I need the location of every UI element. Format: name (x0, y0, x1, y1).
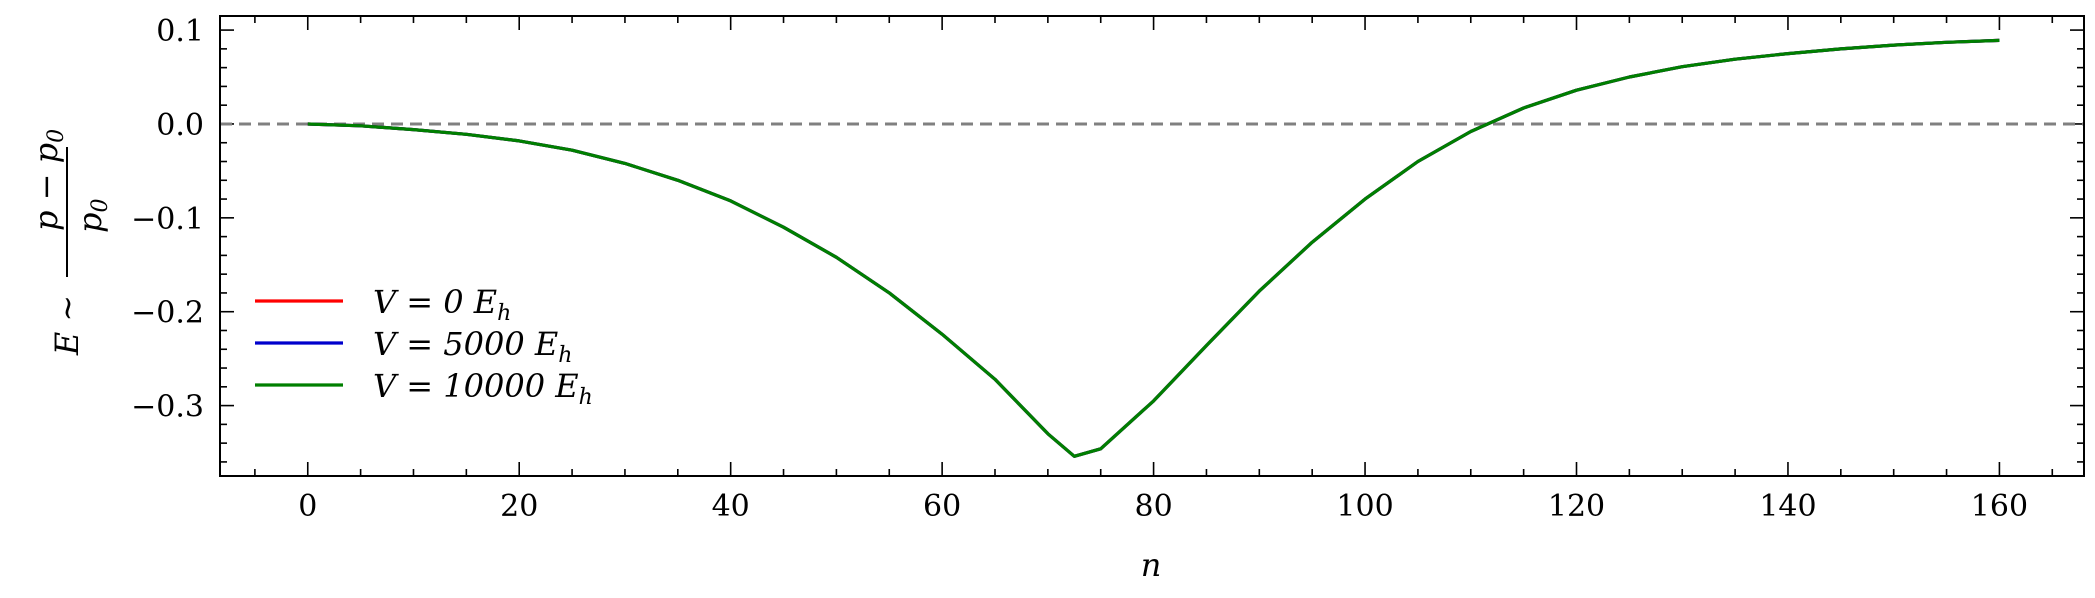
x-tick-label: 60 (923, 489, 961, 524)
y-axis-label: E ∼ p − p0 p0 (27, 129, 113, 356)
y-label-denominator: p0 (71, 199, 113, 233)
legend-label-2: V = 5000 Eh (373, 325, 572, 368)
y-label-numerator-text: p − p (27, 143, 65, 231)
y-label-numerator: p − p0 (27, 129, 69, 231)
x-tick-label: 20 (500, 489, 538, 524)
x-tick-label: 120 (1548, 489, 1605, 524)
x-tick-label: 0 (298, 489, 317, 524)
ticks-layer (220, 16, 2084, 476)
y-tick-label: −0.1 (131, 202, 204, 237)
y-label-lhs: E ∼ (48, 295, 86, 356)
y-tick-labels: 0.1 0.0 −0.1 −0.2 −0.3 (131, 14, 204, 425)
y-label-denominator-text: p (71, 213, 109, 233)
legend-label-3: V = 10000 Eh (373, 367, 593, 410)
x-tick-label: 100 (1336, 489, 1393, 524)
y-tick-label: 0.0 (156, 108, 204, 143)
plot-frame (219, 15, 2085, 477)
legend-label-1: V = 0 Eh (373, 283, 511, 326)
y-label-denominator-sub: 0 (88, 199, 113, 213)
series-layer (307, 38, 2000, 458)
y-tick-label: −0.3 (131, 390, 204, 425)
x-tick-labels: 0 20 40 60 80 100 120 140 160 (298, 489, 2028, 524)
x-tick-label: 40 (712, 489, 750, 524)
legend: V = 0 EhV = 5000 EhV = 10000 Eh (255, 283, 593, 410)
x-axis-label: n (1141, 546, 1162, 584)
y-tick-label: −0.2 (131, 296, 204, 331)
series-line-3 (307, 38, 2000, 458)
x-tick-label: 80 (1134, 489, 1172, 524)
x-tick-label: 160 (1971, 489, 2028, 524)
x-tick-label: 140 (1759, 489, 1816, 524)
y-tick-label: 0.1 (156, 14, 204, 49)
y-label-numerator-sub: 0 (44, 129, 69, 143)
